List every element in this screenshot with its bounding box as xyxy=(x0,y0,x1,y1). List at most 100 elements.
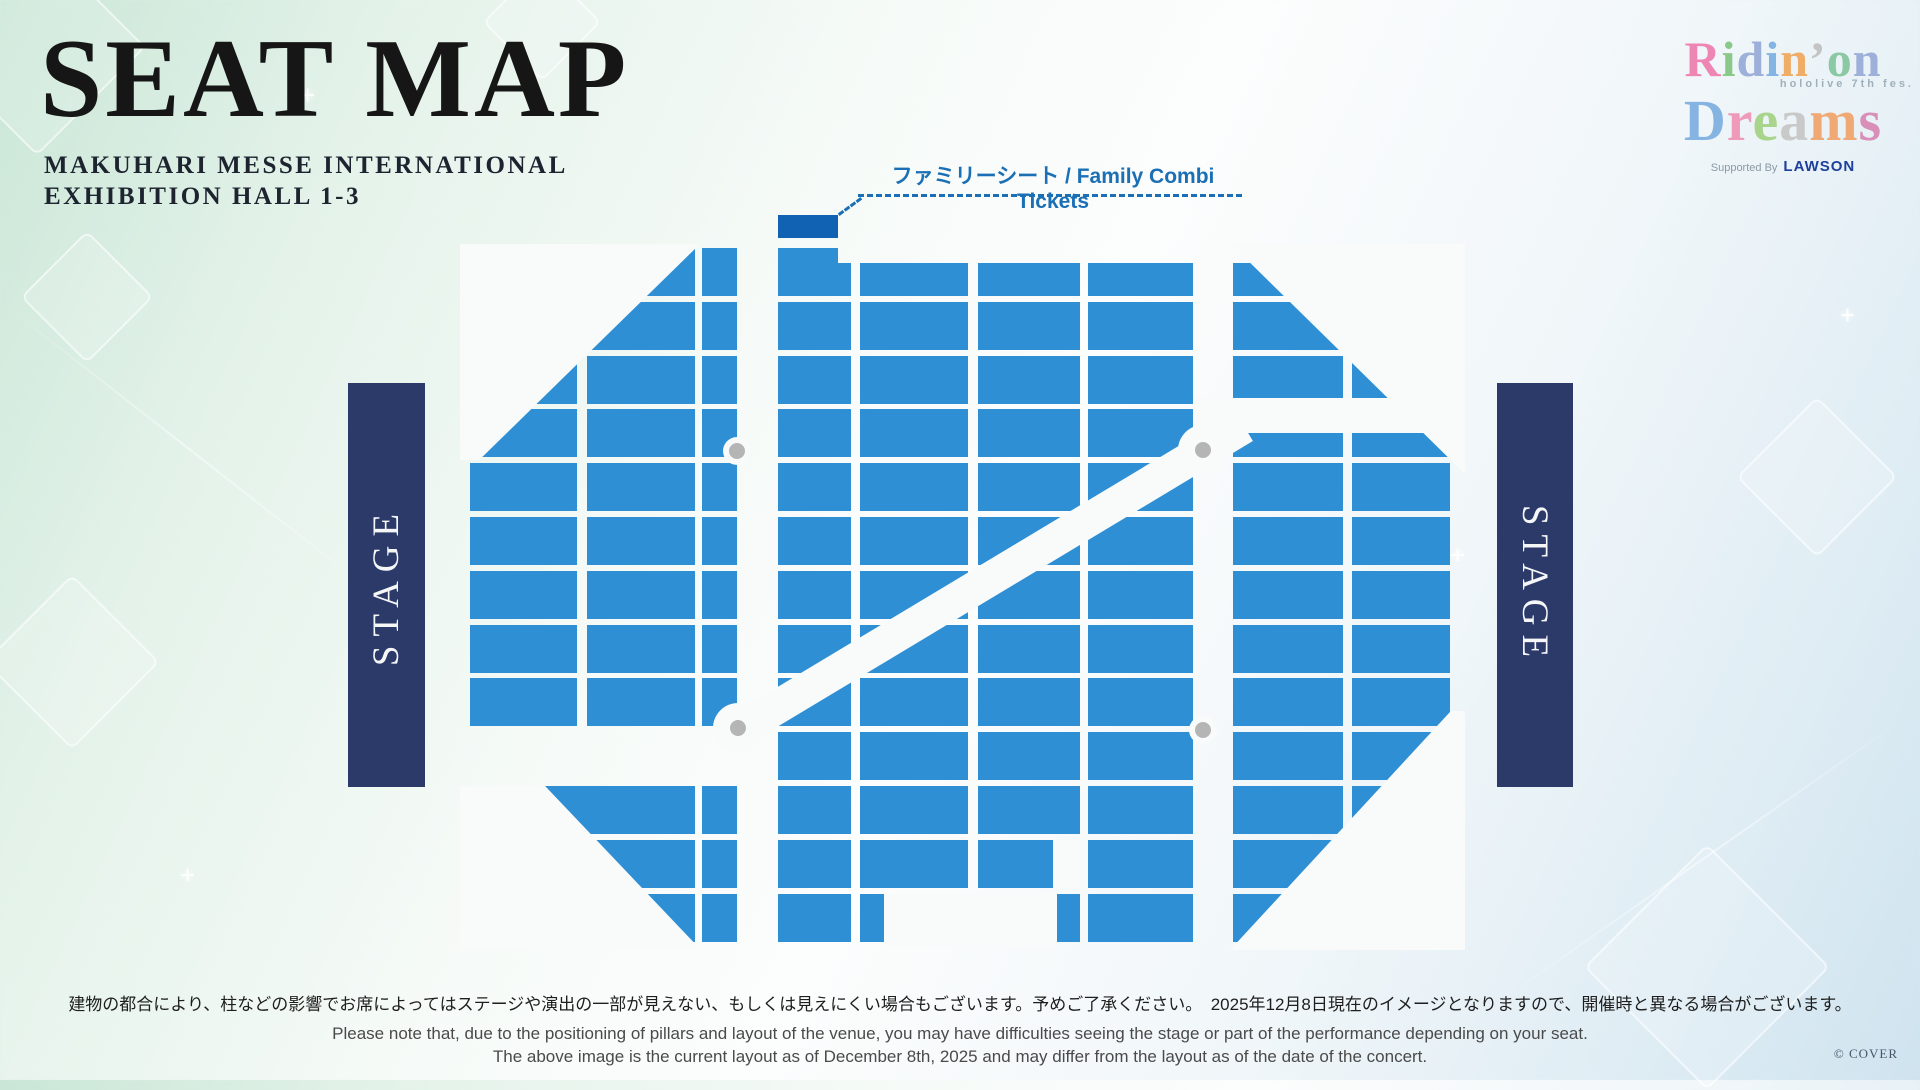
logo-letter: s xyxy=(1858,88,1883,153)
family-seat-leader-line xyxy=(858,194,1242,197)
seat-block xyxy=(1352,571,1450,619)
logo-line-1: Ridin’on xyxy=(1638,34,1920,84)
seat-block xyxy=(470,463,577,511)
seat-block xyxy=(702,625,737,673)
seat-block xyxy=(1233,678,1343,726)
stage-banner-right: STAGE xyxy=(1497,383,1573,787)
seat-block xyxy=(860,356,968,404)
seat-block xyxy=(1352,625,1450,673)
seat-block xyxy=(1088,786,1193,834)
seat-block xyxy=(860,840,968,888)
seat-block xyxy=(1088,263,1193,296)
seat-block xyxy=(778,248,838,296)
seat-block xyxy=(1233,625,1343,673)
seat-block xyxy=(1352,463,1450,511)
seat-block xyxy=(1088,302,1193,350)
pillar-dot xyxy=(1195,722,1211,738)
seat-block xyxy=(1088,732,1193,780)
seat-block xyxy=(860,678,968,726)
seat-block xyxy=(978,302,1080,350)
logo-letter: e xyxy=(1752,88,1780,153)
seat-block xyxy=(702,571,737,619)
aisle-cutout xyxy=(884,894,1057,946)
sponsor-line: Supported By LAWSON xyxy=(1638,158,1920,175)
stage-banner-left: STAGE xyxy=(348,383,425,787)
venue-name: MAKUHARI MESSE INTERNATIONAL EXHIBITION … xyxy=(44,150,568,212)
seat-block xyxy=(1088,571,1193,619)
family-seat-block xyxy=(778,215,838,238)
seat-block xyxy=(587,409,695,457)
seat-block xyxy=(1233,463,1343,511)
seat-block xyxy=(470,678,577,726)
disclaimer-english-1: Please note that, due to the positioning… xyxy=(332,1024,1588,1043)
logo-letter: d xyxy=(1736,31,1766,87)
logo-letter: o xyxy=(1826,31,1853,87)
sparkle-icon: + xyxy=(1840,300,1856,330)
seat-block xyxy=(587,625,695,673)
stage-label-left: STAGE xyxy=(366,504,408,666)
seat-block xyxy=(838,263,851,296)
venue-line1: MAKUHARI MESSE INTERNATIONAL xyxy=(44,152,568,179)
venue-line2: EXHIBITION HALL 1-3 xyxy=(44,183,362,210)
seat-block xyxy=(860,409,968,457)
seat-block xyxy=(587,356,695,404)
seat-block xyxy=(978,463,1080,511)
seat-block xyxy=(778,356,851,404)
aisle-cutout xyxy=(1053,840,1080,888)
seat-block xyxy=(470,571,577,619)
seat-block xyxy=(1088,625,1193,673)
seat-block xyxy=(1088,894,1193,942)
pillar-dot xyxy=(1195,442,1211,458)
pillar-dot xyxy=(730,720,746,736)
sparkle-icon: + xyxy=(1450,540,1466,570)
seat-block xyxy=(702,894,737,942)
page-title: SEAT MAP xyxy=(40,17,630,141)
logo-tagline: hololive 7th fes. xyxy=(1779,78,1914,90)
seat-block xyxy=(778,786,851,834)
seat-block xyxy=(860,463,968,511)
pillar-dot xyxy=(729,443,745,459)
seat-block xyxy=(1088,356,1193,404)
seat-block xyxy=(778,463,851,511)
seat-block xyxy=(470,517,577,565)
seat-block xyxy=(778,571,851,619)
seat-block xyxy=(1233,356,1343,404)
seat-block xyxy=(978,732,1080,780)
seat-block xyxy=(587,517,695,565)
stage-label-right: STAGE xyxy=(1514,504,1556,666)
sponsor-logo: LAWSON xyxy=(1783,158,1856,175)
seat-block xyxy=(702,786,737,834)
logo-letter: i xyxy=(1765,31,1781,87)
seat-block xyxy=(1352,678,1450,726)
logo-letter: ’ xyxy=(1809,31,1827,87)
seat-block xyxy=(702,840,737,888)
seat-block xyxy=(702,463,737,511)
logo-letter: m xyxy=(1809,88,1859,153)
seat-block xyxy=(860,517,968,565)
seat-block xyxy=(470,625,577,673)
logo-letter: n xyxy=(1780,31,1810,87)
seat-block xyxy=(978,625,1080,673)
logo-letter: D xyxy=(1683,88,1727,153)
seat-block xyxy=(1352,517,1450,565)
seat-block xyxy=(978,678,1080,726)
logo-letter: R xyxy=(1684,31,1722,87)
seat-block xyxy=(587,571,695,619)
seat-block xyxy=(860,263,968,296)
seat-block xyxy=(1233,517,1343,565)
seat-block xyxy=(860,302,968,350)
disclaimer-japanese: 建物の都合により、柱などの影響でお席によってはステージや演出の一部が見えない、も… xyxy=(68,995,1852,1014)
logo-letter: r xyxy=(1726,88,1753,153)
seat-block xyxy=(1088,678,1193,726)
seat-block xyxy=(778,517,851,565)
seat-block xyxy=(860,786,968,834)
seat-block xyxy=(978,356,1080,404)
seat-block xyxy=(1088,840,1193,888)
seat-block xyxy=(1233,786,1343,834)
logo-letter: n xyxy=(1852,31,1882,87)
seat-block xyxy=(778,840,851,888)
seat-block xyxy=(587,463,695,511)
seat-block xyxy=(702,302,737,350)
seat-block xyxy=(978,263,1080,296)
